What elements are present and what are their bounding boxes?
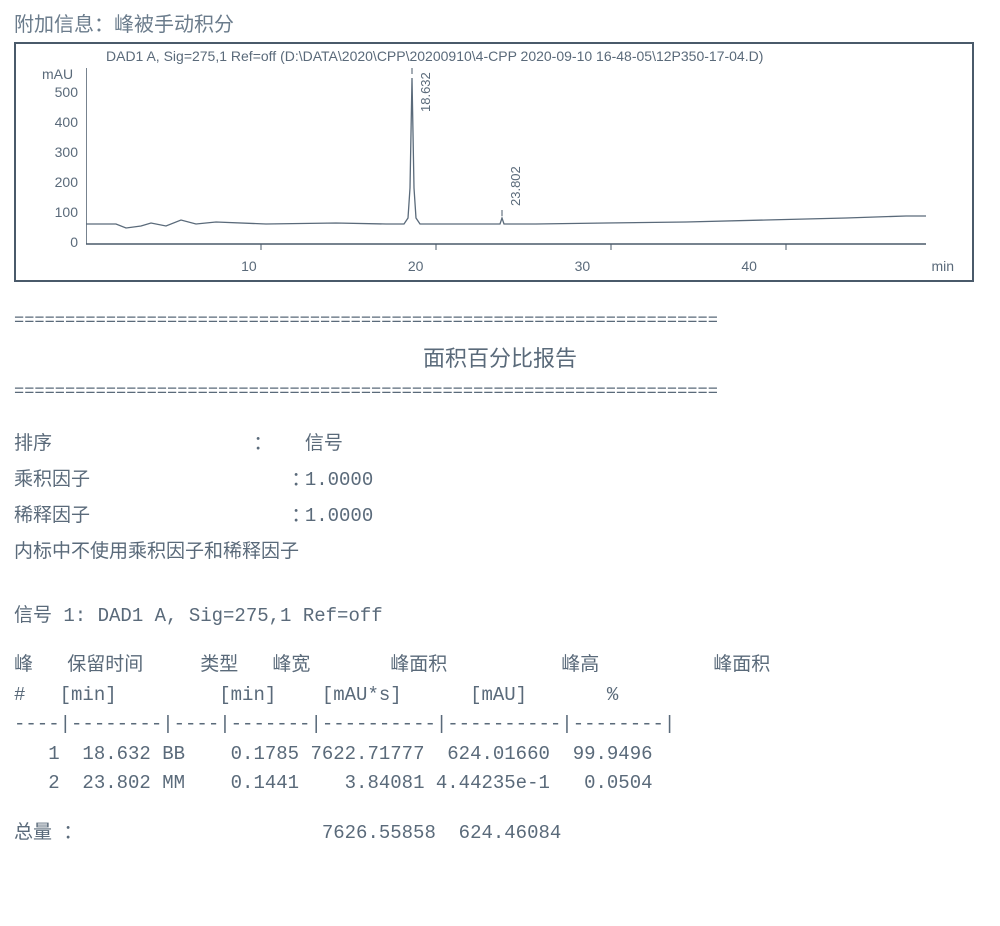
separator-bottom: ========================================… xyxy=(14,383,986,402)
signal-line: 信号 1: DAD1 A, Sig=275,1 Ref=off xyxy=(14,600,986,627)
peak-table: 峰 保留时间 类型 峰宽 峰面积 峰高 峰面积 # [min] [min] [m… xyxy=(14,651,986,798)
totals-row: 总量 ： 7626.55858 624.46084 xyxy=(14,817,986,844)
x-tick: 10 xyxy=(241,258,257,274)
y-tick: 200 xyxy=(38,174,78,190)
peak-label-2: 23.802 xyxy=(508,166,523,206)
dil-row: 稀释因子 ： 1.0000 xyxy=(14,498,986,534)
x-axis-ticks: . 10 20 30 40 . xyxy=(86,258,912,274)
x-axis-label: min xyxy=(931,258,954,274)
x-tick: 30 xyxy=(575,258,591,274)
mult-row: 乘积因子 ： 1.0000 xyxy=(14,462,986,498)
y-tick: 500 xyxy=(38,84,78,100)
header-note: 附加信息：峰被手动积分 xyxy=(14,8,986,38)
mult-label: 乘积因子 xyxy=(14,462,242,498)
y-tick: 400 xyxy=(38,114,78,130)
chart-title: DAD1 A, Sig=275,1 Ref=off (D:\DATA\2020\… xyxy=(106,48,763,64)
info-block: 排序 ： 信号 乘积因子 ： 1.0000 稀释因子 ： 1.0000 内标中不… xyxy=(14,426,986,570)
sort-value: 信号 xyxy=(305,433,343,455)
y-tick: 100 xyxy=(38,204,78,220)
y-axis-label: mAU xyxy=(42,66,73,82)
y-axis-ticks: 500 400 300 200 100 0 xyxy=(38,84,78,250)
chromatogram-chart: DAD1 A, Sig=275,1 Ref=off (D:\DATA\2020\… xyxy=(14,42,974,282)
mult-value: 1.0000 xyxy=(305,469,373,491)
sort-label: 排序 xyxy=(14,426,242,462)
x-tick: 40 xyxy=(741,258,757,274)
y-tick: 0 xyxy=(38,234,78,250)
sort-row: 排序 ： 信号 xyxy=(14,426,986,462)
report-title: 面积百分比报告 xyxy=(14,331,986,383)
x-tick: 20 xyxy=(408,258,424,274)
separator-top: ========================================… xyxy=(14,312,986,331)
chromatogram-svg xyxy=(86,68,926,258)
dil-label: 稀释因子 xyxy=(14,498,242,534)
y-tick: 300 xyxy=(38,144,78,160)
peak-label-1: 18.632 xyxy=(418,72,433,112)
dil-value: 1.0000 xyxy=(305,505,373,527)
info-note: 内标中不使用乘积因子和稀释因子 xyxy=(14,534,986,570)
